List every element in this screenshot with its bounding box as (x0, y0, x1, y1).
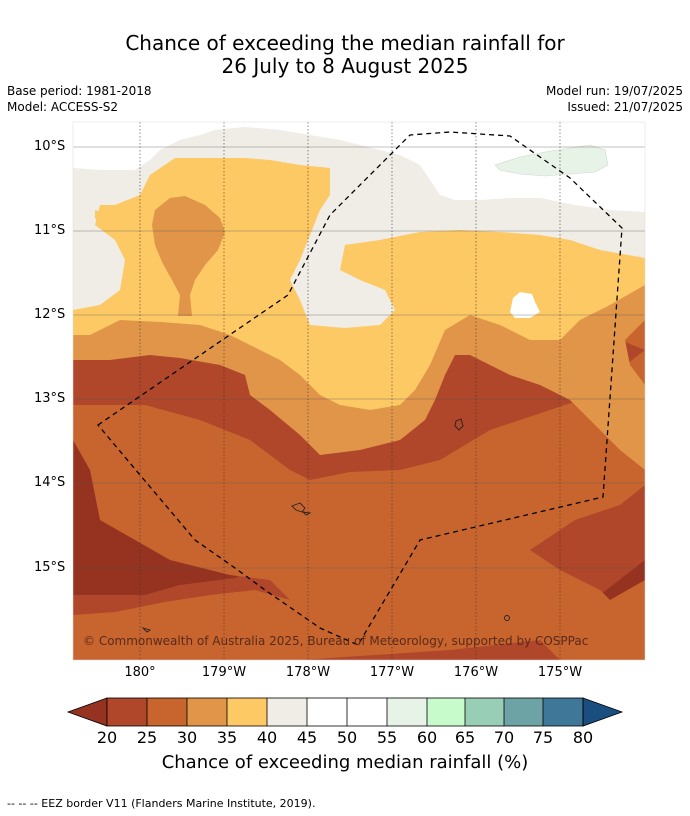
lon-label-180: 180° (124, 665, 156, 680)
zone-blob-45-50 (510, 292, 540, 318)
copyright-text: © Commonwealth of Australia 2025, Bureau… (83, 634, 588, 648)
rainfall-probability-map: © Commonwealth of Australia 2025, Bureau… (73, 122, 645, 660)
zone-55-60 (494, 144, 609, 177)
lon-label-178w: 178°W (285, 665, 331, 680)
lon-label-176w: 176°W (453, 665, 499, 680)
issued-text: Issued: 21/07/2025 (567, 100, 683, 114)
colorbar-tick: 20 (96, 728, 118, 747)
lat-label-10s: 10°S (34, 139, 66, 154)
map-title-line1: Chance of exceeding the median rainfall … (125, 31, 565, 55)
lon-label-177w: 177°W (369, 665, 415, 680)
base-period-text: Base period: 1981-2018 (7, 84, 152, 98)
colorbar-title: Chance of exceeding median rainfall (%) (161, 752, 529, 773)
colorbar-tick: 30 (176, 728, 198, 747)
colorbar (66, 697, 624, 727)
lat-label-11s: 11°S (34, 223, 66, 238)
lat-label-13s: 13°S (34, 391, 66, 406)
islands (141, 418, 510, 633)
colorbar-tick: 80 (572, 728, 594, 747)
colorbar-tick: 75 (532, 728, 554, 747)
map-gridlines (73, 146, 645, 569)
colorbar-arrow-high (582, 697, 624, 727)
lon-label-175w: 175°W (537, 665, 583, 680)
lat-label-12s: 12°S (34, 307, 66, 322)
colorbar-tick: 40 (256, 728, 278, 747)
model-run-text: Model run: 19/07/2025 (545, 84, 683, 98)
zone-blob-30-35 (152, 196, 225, 316)
colorbar-tick: 35 (216, 728, 238, 747)
colorbar-tick: 55 (376, 728, 398, 747)
colorbar-tick: 65 (454, 728, 476, 747)
colorbar-tick: 50 (336, 728, 358, 747)
colorbar-tick: 45 (296, 728, 318, 747)
colorbar-arrow-low (66, 697, 108, 727)
lon-label-179w: 179°W (201, 665, 247, 680)
colorbar-tick: 60 (416, 728, 438, 747)
lat-label-15s: 15°S (34, 560, 66, 575)
model-text: Model: ACCESS-S2 (7, 100, 119, 114)
eez-border (97, 131, 623, 646)
eez-legend-text: -- -- -- EEZ border V11 (Flanders Marine… (7, 797, 316, 810)
colorbar-tick: 25 (136, 728, 158, 747)
lat-label-14s: 14°S (34, 475, 66, 490)
map-title-line2: 26 July to 8 August 2025 (221, 54, 469, 78)
colorbar-tick: 70 (493, 728, 515, 747)
